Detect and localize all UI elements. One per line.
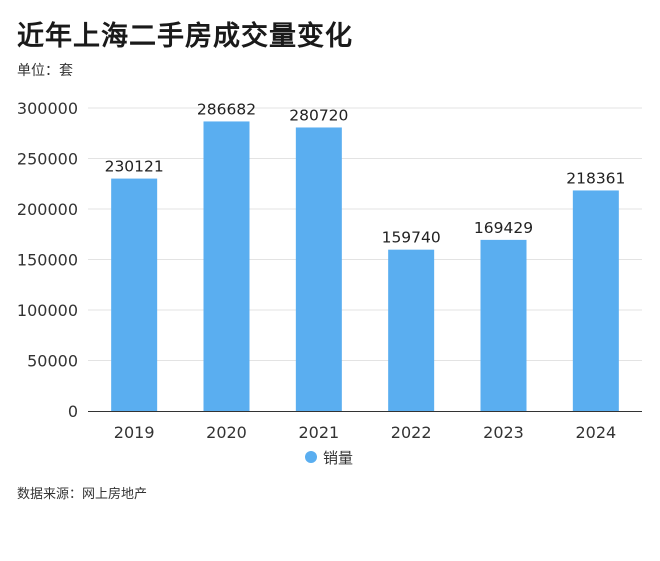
x-tick-label: 2023 xyxy=(483,423,524,442)
y-tick-label: 200000 xyxy=(17,200,78,219)
legend: 销量 xyxy=(305,449,353,467)
y-tick-label: 50000 xyxy=(27,352,78,371)
chart-title: 近年上海二手房成交量变化 xyxy=(17,21,353,52)
x-axis-ticks: 2019 2020 2021 2022 2023 2024 xyxy=(114,423,616,442)
data-label: 169429 xyxy=(474,219,533,237)
y-tick-label: 300000 xyxy=(17,99,78,118)
bars xyxy=(111,121,619,412)
x-tick-label: 2020 xyxy=(206,423,247,442)
y-tick-label: 100000 xyxy=(17,301,78,320)
data-label: 286682 xyxy=(197,100,256,118)
bar xyxy=(388,249,435,411)
data-label: 280720 xyxy=(289,106,348,124)
bar-chart: 0 50000 100000 150000 200000 250000 300000 230… xyxy=(17,99,642,467)
bar xyxy=(203,121,250,412)
y-tick-label: 250000 xyxy=(17,150,78,169)
bar xyxy=(480,239,527,411)
x-tick-label: 2019 xyxy=(114,423,155,442)
x-tick-label: 2022 xyxy=(391,423,432,442)
data-label: 230121 xyxy=(105,158,164,176)
data-labels: 230121 286682 280720 159740 169429 218361 xyxy=(105,100,626,246)
y-axis-ticks: 0 50000 100000 150000 200000 250000 300000 xyxy=(17,99,78,421)
bar xyxy=(111,178,158,411)
legend-label: 销量 xyxy=(323,449,353,467)
x-tick-label: 2021 xyxy=(298,423,339,442)
data-label: 159740 xyxy=(382,229,441,247)
source-note: 数据来源：网上房地产 xyxy=(17,487,148,502)
y-tick-label: 150000 xyxy=(17,251,78,270)
gridlines xyxy=(88,107,642,361)
legend-marker-icon xyxy=(305,451,317,463)
x-tick-label: 2024 xyxy=(575,423,616,442)
bar xyxy=(295,127,342,411)
unit-label: 单位：套 xyxy=(17,63,73,79)
y-tick-label: 0 xyxy=(68,402,78,421)
bar xyxy=(572,190,619,411)
data-label: 218361 xyxy=(566,169,625,187)
